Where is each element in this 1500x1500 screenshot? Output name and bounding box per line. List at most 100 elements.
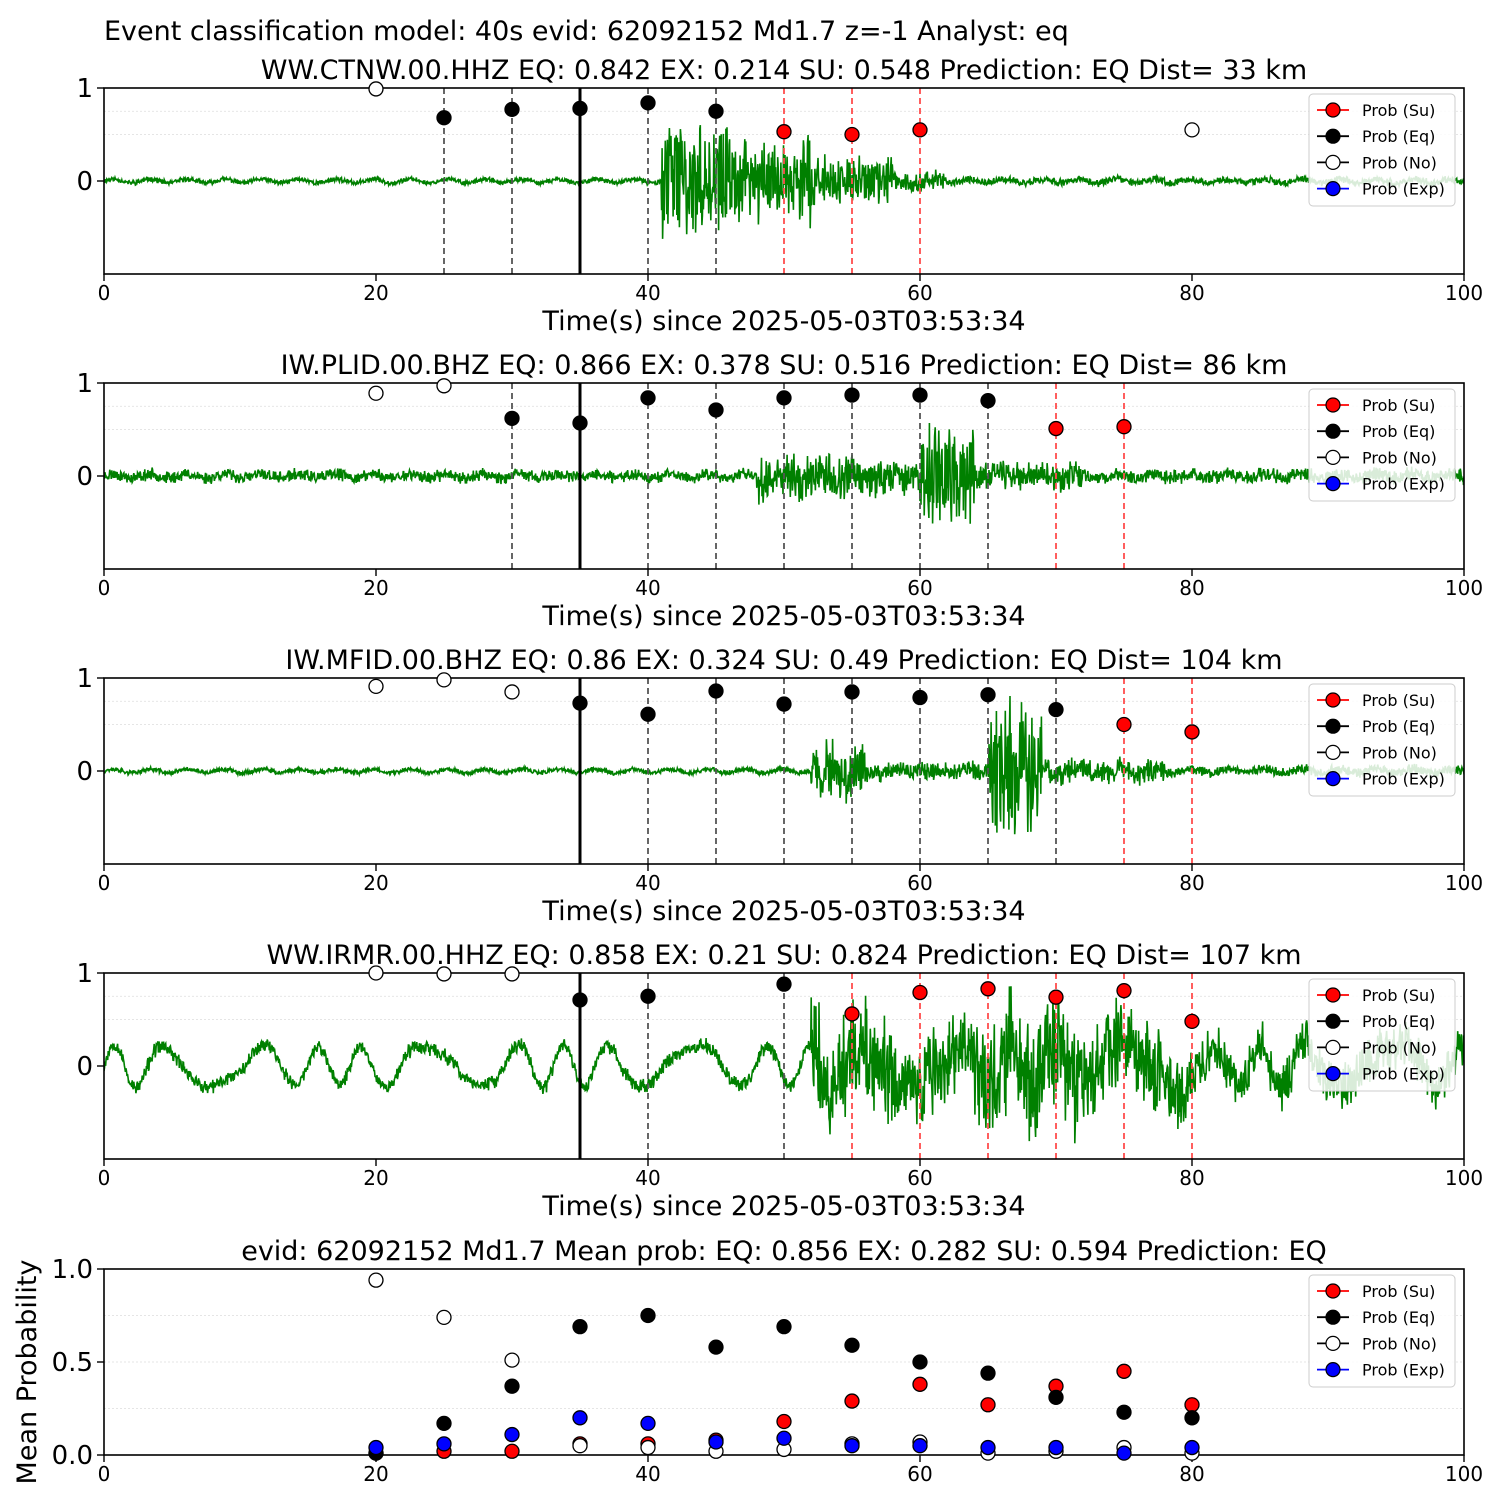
prob-marker-eq [980, 1365, 996, 1381]
prob-marker-eq [572, 415, 588, 431]
prob-marker-eq [572, 695, 588, 711]
prob-marker-eq [844, 1337, 860, 1353]
legend: Prob (Su) Prob (Eq) Prob (No) Prob (Exp) [1308, 1274, 1456, 1388]
y-tick-label: 1 [76, 369, 93, 399]
prob-marker-eq [776, 696, 792, 712]
prob-marker-exp [1184, 1439, 1200, 1456]
legend-marker [1325, 476, 1341, 492]
prob-marker-exp [776, 1430, 792, 1446]
prob-marker-eq [708, 1339, 724, 1355]
prob-marker-su [844, 1006, 860, 1022]
panel-3: 0 20 40 60 80 100 0 1 IW.MFID.00.BHZ EQ: 0.86 EX… [76, 645, 1483, 927]
prob-marker-eq [844, 387, 860, 403]
panel-2: 0 20 40 60 80 100 0 1 IW.PLID.00.BHZ EQ: 0.866 E… [76, 350, 1483, 632]
prob-marker-su [980, 981, 996, 997]
prob-marker-eq [572, 100, 588, 117]
panel-title: WW.CTNW.00.HHZ EQ: 0.842 EX: 0.214 SU: 0… [261, 55, 1307, 86]
prob-marker-eq [776, 976, 792, 992]
prob-marker-su [1048, 989, 1064, 1005]
legend-label: Prob (Su) [1362, 1282, 1435, 1301]
prob-marker-eq [1116, 1404, 1132, 1420]
prob-marker-exp [368, 1439, 384, 1456]
legend-label: Prob (Eq) [1362, 127, 1435, 146]
prob-marker-no [504, 684, 520, 700]
legend-label: Prob (Eq) [1362, 717, 1435, 736]
legend-marker [1325, 423, 1341, 439]
prob-marker-eq [708, 103, 724, 119]
prob-marker-exp [912, 1438, 928, 1454]
legend: Prob (Su) Prob (Eq) Prob (No) Prob (Exp) [1308, 93, 1456, 207]
y-tick-label: 0 [76, 462, 93, 492]
prob-marker-eq [708, 402, 724, 418]
legend-marker [1325, 154, 1341, 170]
y-tick-label: 0 [76, 757, 93, 787]
prob-marker-su [1116, 419, 1132, 435]
x-tick-label: 100 [1445, 871, 1483, 895]
x-tick-label: 40 [635, 871, 660, 895]
prob-marker-no [368, 385, 384, 401]
panel-title: IW.PLID.00.BHZ EQ: 0.866 EX: 0.378 SU: 0… [281, 350, 1288, 381]
prob-marker-exp [504, 1426, 520, 1443]
panels-container: 0 20 40 60 80 100 0 1 WW.CTNW.00.HHZ EQ: 0.842 E… [12, 55, 1483, 1486]
legend: Prob (Su) Prob (Eq) Prob (No) Prob (Exp) [1308, 388, 1456, 502]
prob-marker-no [436, 672, 452, 688]
x-axis-label: Time(s) since 2025-05-03T03:53:34 [541, 896, 1025, 927]
prob-marker-eq [912, 1354, 928, 1370]
legend: Prob (Su) Prob (Eq) Prob (No) Prob (Exp) [1308, 683, 1456, 797]
prob-marker-eq [572, 1319, 588, 1335]
legend-marker [1325, 1335, 1341, 1352]
legend-label: Prob (Exp) [1362, 1065, 1445, 1084]
legend-label: Prob (No) [1362, 743, 1437, 762]
x-tick-label: 0 [98, 281, 111, 305]
waveform-trace [104, 124, 1464, 239]
legend-label: Prob (Su) [1362, 986, 1435, 1005]
prob-marker-eq [912, 689, 928, 706]
legend-marker [1325, 1065, 1341, 1082]
prob-marker-no [368, 965, 384, 981]
legend-label: Prob (Su) [1362, 101, 1435, 120]
legend-box [1308, 978, 1456, 1092]
x-tick-label: 40 [635, 576, 660, 600]
prob-marker-exp [1116, 1445, 1132, 1461]
panel-title: WW.IRMR.00.HHZ EQ: 0.858 EX: 0.21 SU: 0.… [266, 940, 1301, 971]
panel-1: 0 20 40 60 80 100 0 1 WW.CTNW.00.HHZ EQ: 0.842 E… [76, 55, 1483, 337]
prob-marker-su [1048, 420, 1064, 437]
x-tick-label: 100 [1445, 281, 1483, 305]
prob-marker-eq [504, 410, 520, 426]
y-tick-label: 0 [76, 167, 93, 197]
legend-marker [1325, 102, 1341, 118]
prob-marker-su [912, 984, 928, 1001]
prob-marker-su [1116, 1363, 1132, 1379]
prob-marker-eq [1048, 1389, 1064, 1405]
x-tick-label: 60 [907, 1462, 932, 1486]
panel-5: 0 20 40 60 80 100 0.0 0.5 1.0 evid: 62092152 Md1.… [12, 1236, 1483, 1486]
legend-label: Prob (No) [1362, 448, 1437, 467]
prob-marker-eq [1184, 1410, 1200, 1426]
legend-label: Prob (Eq) [1362, 1012, 1435, 1031]
figure-suptitle: Event classification model: 40s evid: 62… [104, 16, 1069, 47]
panel-4: 0 20 40 60 80 100 0 1 WW.IRMR.00.HHZ EQ: 0.858 E… [76, 940, 1483, 1222]
prob-marker-no [504, 966, 520, 982]
x-tick-label: 20 [363, 1166, 388, 1190]
prob-marker-su [912, 1376, 928, 1392]
legend-marker [1325, 1309, 1341, 1325]
panel-title: evid: 62092152 Md1.7 Mean prob: EQ: 0.85… [241, 1236, 1327, 1267]
x-tick-label: 40 [635, 281, 660, 305]
prob-marker-eq [776, 1319, 792, 1335]
prob-marker-no [436, 966, 452, 982]
x-tick-label: 40 [635, 1462, 660, 1486]
x-tick-label: 20 [363, 576, 388, 600]
x-tick-label: 100 [1445, 1166, 1483, 1190]
prob-marker-su [844, 126, 860, 143]
legend-label: Prob (No) [1362, 1038, 1437, 1057]
prob-marker-no [640, 1439, 656, 1456]
legend-label: Prob (Exp) [1362, 180, 1445, 199]
prob-marker-eq [708, 683, 724, 699]
x-tick-label: 60 [907, 1166, 932, 1190]
prob-marker-su [1184, 724, 1200, 740]
x-tick-label: 100 [1445, 576, 1483, 600]
x-tick-label: 0 [98, 1462, 111, 1486]
x-tick-label: 80 [1179, 576, 1204, 600]
